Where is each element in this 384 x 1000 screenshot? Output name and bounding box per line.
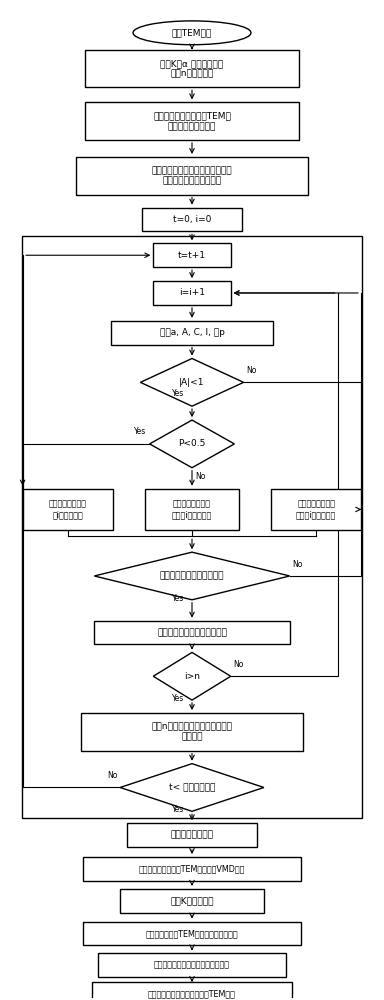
FancyBboxPatch shape <box>111 321 273 345</box>
FancyBboxPatch shape <box>142 208 242 231</box>
Text: No: No <box>195 472 205 481</box>
Polygon shape <box>120 764 264 811</box>
Text: No: No <box>247 366 257 375</box>
FancyBboxPatch shape <box>81 713 303 751</box>
Text: 选择环绕模型更新
第i组参数组合: 选择环绕模型更新 第i组参数组合 <box>49 500 87 519</box>
Text: 利用斜率确定分界点，识别噪声模态: 利用斜率确定分界点，识别噪声模态 <box>154 961 230 970</box>
Text: 计算模态分量与TEM信号之间的巴氏距离: 计算模态分量与TEM信号之间的巴氏距离 <box>146 929 238 938</box>
Text: 输入TEM信号: 输入TEM信号 <box>172 28 212 37</box>
Polygon shape <box>94 552 290 600</box>
Text: Yes: Yes <box>172 594 185 603</box>
Text: i=i+1: i=i+1 <box>179 288 205 297</box>
Ellipse shape <box>133 21 251 45</box>
Text: Yes: Yes <box>172 805 185 814</box>
Text: P<0.5: P<0.5 <box>178 439 206 448</box>
Polygon shape <box>150 420 234 468</box>
Text: |A|<1: |A|<1 <box>179 378 205 387</box>
Text: 得到最佳参数组合: 得到最佳参数组合 <box>170 831 214 840</box>
Text: t=0, i=0: t=0, i=0 <box>173 215 211 224</box>
FancyBboxPatch shape <box>85 102 299 140</box>
FancyBboxPatch shape <box>83 857 301 881</box>
Text: 设置K和α 的参数范围，
选取n组参数组合: 设置K和α 的参数范围， 选取n组参数组合 <box>161 59 223 78</box>
Text: 选择谺旋上升模型
更新第i组参数组合: 选择谺旋上升模型 更新第i组参数组合 <box>172 500 212 519</box>
Text: 参数组合是否在参数范围内: 参数组合是否在参数范围内 <box>160 571 224 580</box>
Text: No: No <box>233 660 244 669</box>
Text: No: No <box>107 771 117 780</box>
FancyBboxPatch shape <box>76 157 308 195</box>
FancyBboxPatch shape <box>94 621 290 644</box>
Text: 利用选取的参数组合对TEM信
号进行变分模态分解: 利用选取的参数组合对TEM信 号进行变分模态分解 <box>153 111 231 131</box>
FancyBboxPatch shape <box>145 489 239 530</box>
Text: 重构有效模态，得到去噪后的TEM信号: 重构有效模态，得到去噪后的TEM信号 <box>148 990 236 999</box>
Text: i>n: i>n <box>184 672 200 681</box>
Text: 保留n组能量熵中的最小能量熵对
应的组合: 保留n组能量熵中的最小能量熵对 应的组合 <box>152 722 232 742</box>
Text: t< 最大迭代次数: t< 最大迭代次数 <box>169 783 215 792</box>
FancyBboxPatch shape <box>271 489 361 530</box>
Text: Yes: Yes <box>134 427 147 436</box>
Text: 更新a, A, C, l, 和p: 更新a, A, C, l, 和p <box>160 328 224 337</box>
FancyBboxPatch shape <box>153 281 231 305</box>
Text: 得到K个模态分量: 得到K个模态分量 <box>170 896 214 905</box>
Text: 选择随机搜索模型
更新第i组参数组合: 选择随机搜索模型 更新第i组参数组合 <box>296 500 336 519</box>
Polygon shape <box>141 359 243 406</box>
Text: 利用最佳参数组合对TEM信号进行VMD分解: 利用最佳参数组合对TEM信号进行VMD分解 <box>139 864 245 873</box>
Text: 计算每组能量熵，确定当前最小能
量熵和初始最优参数组合: 计算每组能量熵，确定当前最小能 量熵和初始最优参数组合 <box>152 166 232 185</box>
FancyBboxPatch shape <box>98 953 286 977</box>
Polygon shape <box>153 652 231 700</box>
Text: t=t+1: t=t+1 <box>178 251 206 260</box>
FancyBboxPatch shape <box>120 889 264 913</box>
FancyBboxPatch shape <box>93 982 291 1000</box>
Text: Yes: Yes <box>172 694 185 703</box>
FancyBboxPatch shape <box>23 489 113 530</box>
FancyBboxPatch shape <box>127 823 257 847</box>
FancyBboxPatch shape <box>83 922 301 945</box>
Text: 计算更新的参数组合的能量熵: 计算更新的参数组合的能量熵 <box>157 628 227 637</box>
Text: Yes: Yes <box>172 389 185 398</box>
Text: No: No <box>293 560 303 569</box>
FancyBboxPatch shape <box>153 243 231 267</box>
FancyBboxPatch shape <box>85 50 299 87</box>
